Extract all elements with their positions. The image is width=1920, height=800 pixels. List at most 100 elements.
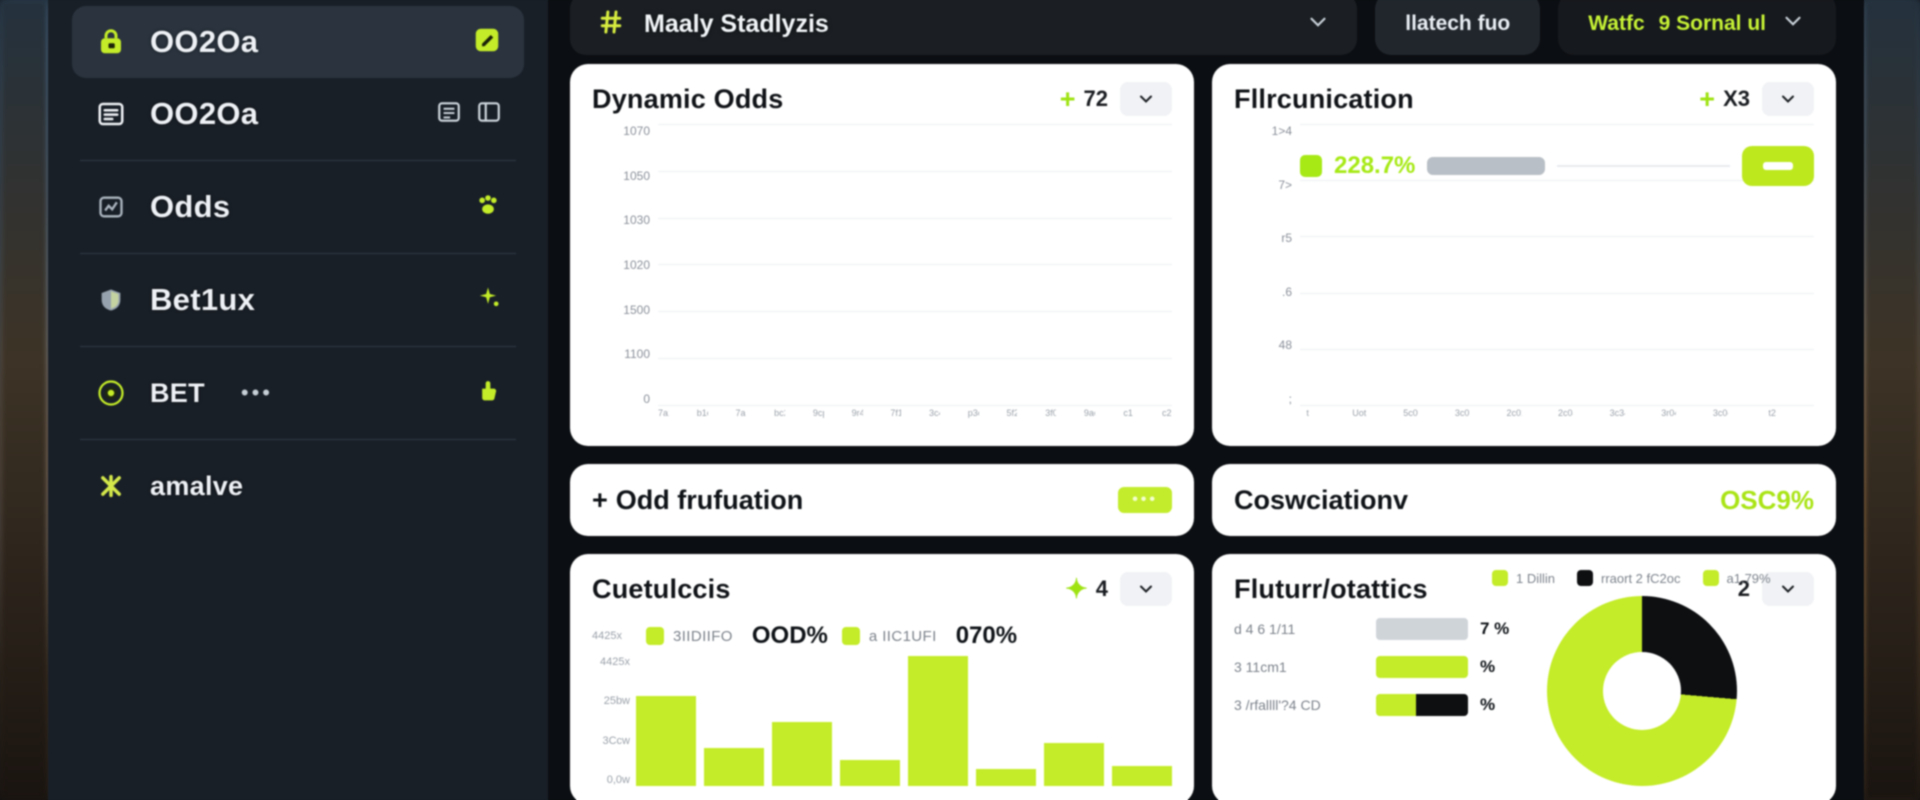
sidebar: OO2Oa OO2Oa	[48, 0, 548, 800]
y-tick: .6	[1281, 284, 1292, 299]
band-title: + Odd frufuation	[592, 485, 803, 516]
plus-icon: +	[592, 484, 608, 515]
fluctuation-chart: 1>47>r5.648; 228.7% tUot5c0t3c012c012c04…	[1234, 124, 1814, 428]
y-tick: 0	[643, 391, 650, 406]
x-tick	[839, 408, 850, 428]
sidebar-item-bet1ux[interactable]: Bet1ux	[72, 264, 524, 336]
sidebar-item-label: OO2Oa	[150, 96, 259, 131]
x-tick	[1334, 408, 1349, 428]
y-axis-labels: 4425x 25bw 3Ccw 0,0w	[592, 656, 636, 786]
chevron-down-icon[interactable]	[1120, 82, 1172, 116]
x-tick	[1071, 408, 1082, 428]
x-tick	[1575, 408, 1590, 428]
shield-icon	[94, 283, 128, 317]
x-tick	[916, 408, 927, 428]
sidebar-item-trailing[interactable]	[474, 284, 502, 317]
bar	[772, 722, 832, 786]
bars	[636, 656, 1172, 786]
card-title: Cuetulccis	[592, 573, 731, 604]
y-tick: 1030	[623, 213, 650, 228]
x-tick: 3c0q	[1712, 408, 1728, 418]
topbar: Maaly Stadlyzis llatech fuo Watfc 9 Sorn…	[570, 0, 1836, 64]
future-stat-rows: d 4 6 1/11 7 % 3 11cm1% 3 /rfallll'?4 CD%	[1234, 618, 1518, 786]
bar	[1044, 742, 1104, 786]
chevron-down-icon[interactable]	[1120, 572, 1172, 606]
x-tick: 3c4ar	[929, 408, 940, 418]
chevron-down-icon[interactable]	[1305, 9, 1331, 40]
y-tick: ;	[1288, 391, 1292, 406]
match-selector[interactable]: Watfc 9 Sornal ul	[1558, 0, 1836, 55]
sidebar-item-trailing[interactable]	[474, 377, 502, 410]
x-tick	[1644, 408, 1659, 428]
sidebar-item-trailing[interactable]	[474, 191, 502, 224]
y-tick: 48	[1278, 338, 1292, 353]
x-tick: 9r4f]	[851, 408, 863, 418]
dynamic-odds-chart: 1070 1050 1030 1020 1500 1100 0 7a13 b1e3 7ab bc2…	[592, 124, 1172, 428]
panel-icon[interactable]	[476, 99, 502, 130]
x-tick	[994, 408, 1005, 428]
x-tick	[1627, 408, 1642, 428]
correlation-value: OSC9%	[1720, 484, 1814, 515]
x-tick: 7a13	[658, 408, 669, 418]
y-axis-labels: 1070 1050 1030 1020 1500 1100 0	[592, 124, 650, 428]
card-statistics: Cuetulccis ✦ 4 4425x	[570, 554, 1194, 800]
edit-icon[interactable]	[472, 25, 502, 60]
backdrop-right-edge	[1864, 0, 1920, 800]
x-tick	[787, 408, 798, 428]
bar	[636, 696, 696, 786]
thumb-icon[interactable]	[474, 377, 502, 410]
app-window: OO2Oa OO2Oa	[48, 0, 1864, 800]
sidebar-item-oo2oa-primary[interactable]: OO2Oa	[72, 6, 524, 78]
sidebar-item-analyze[interactable]: amalve	[72, 450, 524, 522]
y-tick: 1020	[623, 257, 650, 272]
donut-legend-item: rraort 2 fC2oc	[1577, 570, 1681, 586]
chevron-down-icon[interactable]	[1762, 82, 1814, 116]
sparkle-icon[interactable]	[474, 284, 502, 317]
x-tick: t	[1306, 408, 1309, 418]
card-future-statistics: Fluturr/otattics 2 d 4 6 1/11 7 % 3 11cm1%…	[1212, 554, 1836, 800]
progress-track	[1376, 694, 1468, 716]
sidebar-item-oo2oa-secondary[interactable]: OO2Oa	[72, 78, 524, 150]
chevron-down-icon[interactable]	[1780, 8, 1806, 40]
x-tick	[761, 408, 772, 428]
sidebar-divider	[80, 160, 516, 161]
y-tick: r5	[1281, 231, 1292, 246]
x-tick	[1678, 408, 1693, 428]
plot-area: 228.7% tUot5c0t3c012c012c043c343r043c0qt…	[1300, 124, 1814, 428]
x-tick	[1097, 408, 1108, 428]
star-icon	[94, 469, 128, 503]
sidebar-item-trailing[interactable]	[472, 25, 502, 60]
x-tick	[1110, 408, 1121, 428]
backdrop-left-edge	[0, 0, 48, 800]
delta-badge: + 72	[1060, 85, 1108, 113]
sidebar-item-odds[interactable]: Odds	[72, 171, 524, 243]
analysis-selector[interactable]: Maaly Stadlyzis	[570, 0, 1358, 55]
band-chip[interactable]: •••	[1118, 487, 1172, 513]
y-tick: 1100	[624, 347, 650, 362]
paw-icon[interactable]	[474, 191, 502, 224]
bar	[976, 768, 1036, 786]
x-tick	[1472, 408, 1487, 428]
card-title: Dynamic Odds	[592, 83, 784, 114]
sidebar-item-trailing[interactable]	[436, 99, 502, 130]
x-tick	[1420, 408, 1435, 428]
card-odd-fluctuation-band[interactable]: + Odd frufuation •••	[570, 464, 1194, 536]
sidebar-item-overflow-dots[interactable]: •••	[240, 380, 274, 405]
sparkle-icon: ✦	[1065, 573, 1088, 604]
legend-label: 3IIDIIFO	[673, 627, 733, 645]
match-selector-accent: Watfc	[1588, 12, 1645, 35]
x-tick: 3r04	[1661, 408, 1676, 418]
match-info-button[interactable]: llatech fuo	[1375, 0, 1541, 55]
legend-label: rraort 2 fC2oc	[1601, 570, 1681, 586]
x-tick: bc2	[774, 408, 785, 418]
donut-legend-item: 1 Dillin	[1492, 570, 1555, 586]
band-title-text: Coswciationv	[1234, 484, 1409, 515]
y-tick: 1500	[623, 302, 650, 317]
stat-row-label: 3 /rfallll'?4 CD	[1234, 697, 1321, 713]
legend-value: OOD%	[751, 622, 828, 649]
plus-icon: +	[1699, 83, 1716, 114]
layers-icon[interactable]	[436, 99, 462, 130]
sidebar-item-bet[interactable]: BET •••	[72, 357, 524, 429]
card-correlation-band[interactable]: Coswciationv OSC9%	[1212, 464, 1836, 536]
x-tick	[1730, 408, 1745, 428]
